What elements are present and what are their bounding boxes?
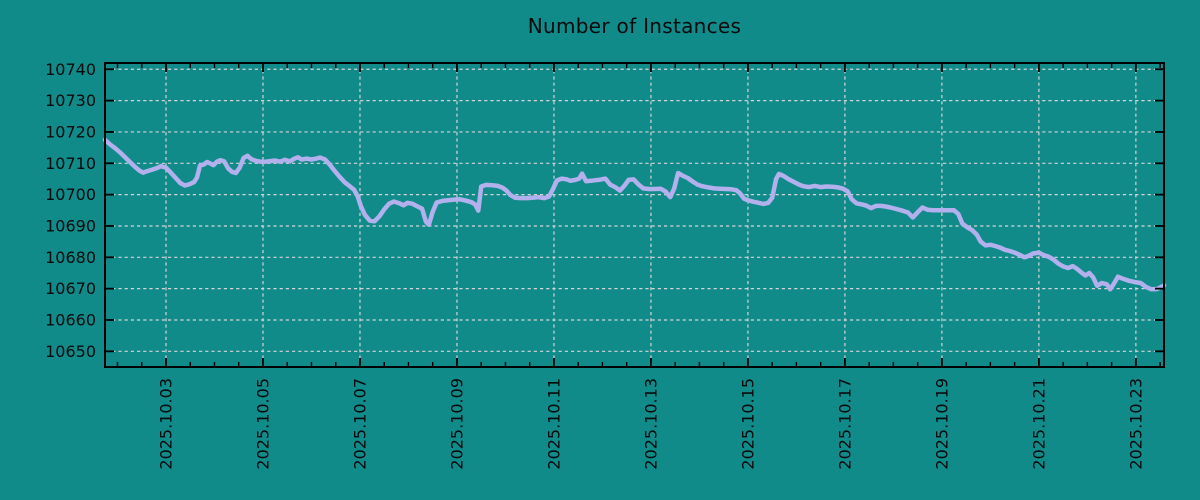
x-axis-tick-label: 2025.10.23 <box>1126 378 1145 470</box>
chart-title: Number of Instances <box>527 14 742 38</box>
x-axis-tick-label: 2025.10.17 <box>835 378 854 470</box>
y-axis-tick-label: 10670 <box>45 279 96 298</box>
x-axis-tick-label: 2025.10.07 <box>350 378 369 470</box>
x-axis-tick-label: 2025.10.13 <box>641 378 660 470</box>
x-axis-tick-label: 2025.10.21 <box>1029 378 1048 470</box>
y-axis-tick-label: 10740 <box>45 60 96 79</box>
x-axis-tick-label: 2025.10.03 <box>157 378 176 470</box>
y-axis-tick-label: 10710 <box>45 154 96 173</box>
y-axis-tick-label: 10680 <box>45 248 96 267</box>
y-axis-tick-label: 10700 <box>45 185 96 204</box>
y-axis-tick-label: 10660 <box>45 310 96 329</box>
instances-series-line <box>102 137 1167 292</box>
x-axis-tick-label: 2025.10.19 <box>932 378 951 470</box>
x-axis-tick-label: 2025.10.15 <box>738 378 757 470</box>
y-axis-tick-label: 10730 <box>45 91 96 110</box>
y-axis-tick-label: 10650 <box>45 342 96 361</box>
x-axis-tick-label: 2025.10.05 <box>253 378 272 470</box>
plot-frame <box>104 62 1165 368</box>
y-axis-tick-label: 10690 <box>45 216 96 235</box>
x-axis-tick-label: 2025.10.11 <box>544 378 563 470</box>
y-axis-tick-label: 10720 <box>45 122 96 141</box>
x-axis-tick-label: 2025.10.09 <box>447 378 466 470</box>
